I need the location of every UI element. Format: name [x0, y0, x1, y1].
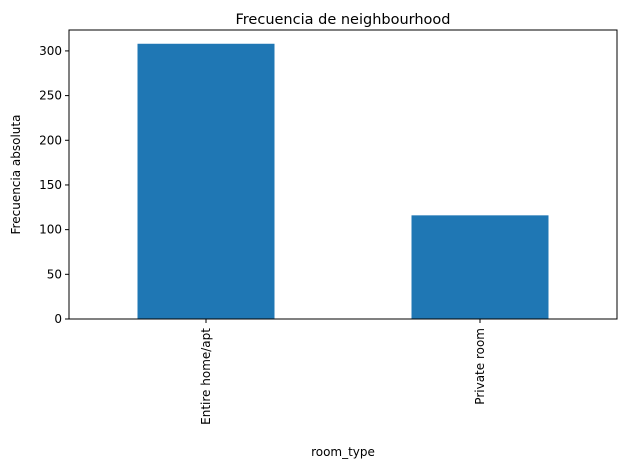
x-tick-label-0: Entire home/apt — [199, 328, 213, 425]
x-axis-ticks: Entire home/apt Private room — [199, 319, 487, 425]
y-tick-label-5: 250 — [39, 89, 62, 103]
bar-1 — [411, 215, 549, 319]
y-tick-label-6: 300 — [39, 44, 62, 58]
y-axis-label: Frecuencia absoluta — [9, 115, 23, 235]
y-axis-ticks: 0 50 100 150 200 250 300 — [39, 44, 69, 326]
y-tick-label-1: 50 — [47, 267, 62, 281]
x-axis-label: room_type — [311, 445, 375, 459]
plot-frame — [68, 29, 618, 320]
bars-group — [137, 43, 549, 320]
y-tick-label-4: 200 — [39, 133, 62, 147]
chart-title: Frecuencia de neighbourhood — [236, 12, 451, 28]
x-tick-label-1: Private room — [473, 328, 487, 405]
bar-0 — [137, 43, 275, 320]
y-tick-label-3: 150 — [39, 178, 62, 192]
y-tick-label-2: 100 — [39, 223, 62, 237]
y-tick-label-0: 0 — [54, 312, 62, 326]
